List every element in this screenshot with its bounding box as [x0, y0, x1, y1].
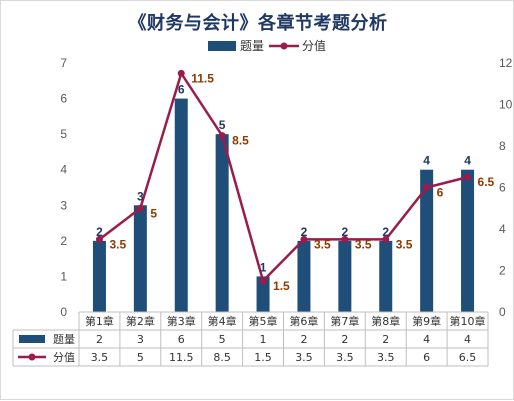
table-series-name: 分值 — [53, 351, 75, 364]
line-point — [95, 235, 103, 243]
table-cell: 2 — [96, 333, 103, 346]
y-left-tick-label: 7 — [60, 56, 67, 70]
y-left-tick-label: 0 — [60, 305, 67, 319]
table-cell: 3.5 — [377, 351, 395, 364]
bar — [420, 169, 434, 312]
legend-label: 分值 — [302, 38, 326, 53]
line-point — [259, 277, 267, 285]
bar — [92, 240, 106, 312]
category-label: 第5章 — [249, 314, 278, 328]
bar — [174, 98, 188, 312]
category-label: 第1章 — [85, 314, 114, 328]
chart-title: 《财务与会计》各章节考题分析 — [128, 13, 388, 34]
table-legend-line-marker — [28, 353, 36, 361]
bar-data-label: 5 — [219, 118, 226, 132]
line-data-label: 3.5 — [396, 237, 413, 251]
category-label: 第7章 — [330, 314, 359, 328]
bar-data-label: 2 — [301, 225, 308, 239]
bar-data-label: 1 — [260, 260, 267, 274]
table-cell: 1.5 — [254, 351, 272, 364]
y-right-tick-label: 8 — [499, 139, 506, 153]
line-point — [464, 173, 472, 181]
bar-data-label: 4 — [423, 154, 430, 168]
line-data-label: 6.5 — [478, 175, 495, 189]
y-left-tick-label: 6 — [60, 92, 67, 106]
table-cell: 3.5 — [336, 351, 354, 364]
y-left-tick-label: 3 — [60, 198, 67, 212]
table-cell: 8.5 — [213, 351, 231, 364]
y-right-tick-label: 2 — [499, 264, 506, 278]
y-left-tick-label: 5 — [60, 127, 67, 141]
bar — [133, 205, 147, 312]
line-data-label: 5 — [150, 206, 157, 220]
line-point — [341, 235, 349, 243]
legend-line-marker — [280, 42, 288, 50]
table-cell: 11.5 — [169, 351, 194, 364]
table-cell: 2 — [341, 333, 348, 346]
table-series-name: 题量 — [53, 333, 75, 346]
category-label: 第6章 — [289, 314, 318, 328]
line-data-label: 6 — [437, 186, 444, 200]
line-data-label: 3.5 — [314, 237, 331, 251]
y-right-tick-label: 4 — [499, 222, 506, 236]
bar — [256, 276, 270, 312]
table-cell: 6 — [423, 351, 430, 364]
category-label: 第9章 — [412, 314, 441, 328]
y-left-tick-label: 1 — [60, 269, 67, 283]
category-label: 第2章 — [126, 314, 155, 328]
line-data-label: 1.5 — [273, 279, 290, 293]
bar — [297, 240, 311, 312]
table-cell: 2 — [300, 333, 307, 346]
y-left-tick-label: 2 — [60, 234, 67, 248]
line-point — [218, 132, 226, 140]
y-left-tick-label: 4 — [60, 163, 67, 177]
y-right-tick-label: 10 — [499, 98, 513, 112]
table-cell: 5 — [137, 351, 144, 364]
bar — [338, 240, 352, 312]
bar-data-label: 3 — [137, 189, 144, 203]
table-cell: 2 — [382, 333, 389, 346]
bar-data-label: 2 — [382, 225, 389, 239]
bar — [379, 240, 393, 312]
line-point — [177, 69, 185, 77]
bar-data-label: 6 — [178, 83, 185, 97]
table-cell: 1 — [260, 333, 267, 346]
table-cell: 3 — [137, 333, 144, 346]
legend-bar-key — [208, 41, 236, 51]
line-point — [382, 235, 390, 243]
line-point — [300, 235, 308, 243]
y-right-tick-label: 0 — [499, 305, 506, 319]
table-cell: 6.5 — [459, 351, 477, 364]
category-label: 第4章 — [208, 314, 237, 328]
table-cell: 3.5 — [295, 351, 313, 364]
bar-data-label: 4 — [464, 154, 471, 168]
table-cell: 3.5 — [91, 351, 109, 364]
legend-label: 题量 — [240, 39, 264, 53]
category-label: 第3章 — [167, 314, 196, 328]
y-right-tick-label: 12 — [499, 56, 513, 70]
line-data-label: 11.5 — [191, 71, 214, 85]
bar — [215, 134, 229, 312]
table-cell: 4 — [423, 333, 430, 346]
table-cell: 4 — [464, 333, 471, 346]
series-line — [98, 70, 468, 284]
category-label: 第10章 — [450, 314, 486, 328]
y-right-tick-label: 6 — [499, 181, 506, 195]
line-data-label: 8.5 — [232, 134, 249, 148]
line-data-label: 3.5 — [109, 237, 126, 251]
table-cell: 5 — [219, 333, 226, 346]
line-point — [136, 204, 144, 212]
bar — [461, 169, 475, 312]
line-point — [423, 184, 431, 191]
table-legend-bar-key — [19, 335, 45, 343]
category-label: 第8章 — [371, 314, 400, 328]
table-cell: 6 — [178, 333, 185, 346]
bar-data-label: 2 — [96, 225, 103, 239]
line-data-label: 3.5 — [355, 237, 372, 251]
bar-data-label: 2 — [342, 225, 349, 239]
